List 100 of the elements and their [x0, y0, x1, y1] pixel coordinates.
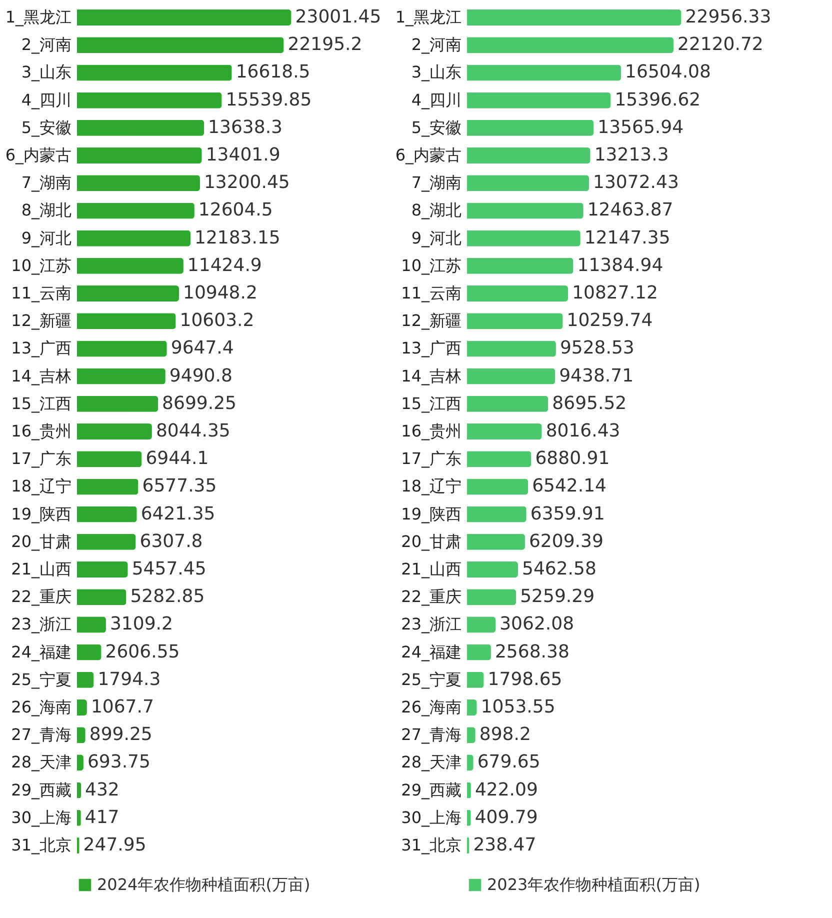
data-label: 15396.62 — [614, 89, 701, 110]
y-tick-label: 8_湖北 — [411, 200, 462, 220]
bar — [77, 37, 284, 54]
data-label: 23001.45 — [295, 6, 382, 28]
bar — [467, 644, 491, 660]
y-tick-label: 14_吉林 — [11, 366, 72, 386]
data-label: 13213.3 — [594, 144, 669, 166]
legend-label: 2024年农作物种植面积(万亩) — [97, 875, 310, 894]
y-tick-label: 31_北京 — [11, 835, 72, 854]
bar — [467, 258, 574, 274]
data-label: 22195.2 — [288, 34, 362, 56]
y-tick-label: 21_山西 — [401, 559, 462, 578]
legend-label: 2023年农作物种植面积(万亩) — [487, 875, 700, 894]
y-tick-label: 27_青海 — [11, 725, 72, 744]
data-label: 5282.85 — [130, 586, 205, 608]
data-label: 11384.94 — [577, 254, 664, 276]
bar — [467, 727, 476, 744]
y-tick-label: 15_江西 — [401, 394, 462, 413]
data-label: 8695.52 — [552, 392, 627, 414]
y-tick-label: 7_湖南 — [21, 173, 72, 192]
y-tick-label: 13_广西 — [401, 338, 462, 358]
y-tick-label: 24_福建 — [11, 642, 72, 662]
data-label: 6421.35 — [140, 503, 216, 524]
y-tick-label: 17_广东 — [11, 449, 72, 468]
y-tick-label: 12_新疆 — [11, 311, 72, 330]
y-tick-label: 20_甘肃 — [11, 532, 72, 551]
bar — [467, 672, 484, 688]
data-label: 6359.91 — [530, 503, 605, 524]
data-label: 693.75 — [87, 752, 150, 773]
bar — [77, 286, 179, 302]
y-tick-label: 29_西藏 — [11, 780, 72, 800]
data-label: 2606.55 — [105, 641, 180, 662]
bar — [77, 727, 86, 744]
bar — [467, 313, 563, 330]
data-label: 5457.45 — [132, 558, 206, 580]
y-tick-label: 11_云南 — [401, 284, 462, 303]
y-tick-label: 1_黑龙江 — [5, 8, 72, 27]
data-label: 1053.55 — [480, 696, 556, 718]
y-tick-label: 29_西藏 — [401, 780, 462, 800]
data-label: 417 — [84, 806, 120, 828]
data-label: 6944.1 — [146, 448, 209, 470]
y-tick-label: 23_浙江 — [401, 614, 462, 634]
bar — [467, 699, 477, 716]
data-label: 9647.4 — [170, 338, 234, 359]
bar — [467, 396, 548, 412]
y-tick-label: 21_山西 — [11, 559, 72, 578]
y-tick-label: 22_重庆 — [11, 587, 72, 606]
data-label: 16504.08 — [625, 62, 711, 83]
data-label: 679.65 — [477, 752, 540, 773]
data-label: 13200.45 — [204, 172, 290, 194]
y-tick-label: 22_重庆 — [401, 587, 462, 606]
data-label: 6307.8 — [140, 530, 203, 552]
y-tick-label: 30_上海 — [401, 808, 462, 827]
y-tick-label: 10_江苏 — [11, 256, 72, 275]
data-label: 409.79 — [474, 806, 538, 828]
bar — [467, 589, 516, 606]
y-tick-label: 2_河南 — [411, 35, 462, 54]
bar — [77, 202, 194, 219]
y-tick-label: 12_新疆 — [401, 311, 462, 330]
data-label: 10259.74 — [566, 310, 653, 332]
bar — [77, 10, 292, 26]
data-label: 8699.25 — [162, 392, 236, 414]
data-label: 6542.14 — [532, 476, 607, 497]
y-tick-label: 16_贵州 — [401, 422, 462, 440]
data-label: 22120.72 — [677, 34, 764, 56]
data-label: 12183.15 — [194, 227, 280, 248]
bar — [467, 478, 528, 495]
bar — [467, 64, 622, 81]
y-tick-label: 10_江苏 — [401, 256, 462, 275]
bar — [77, 589, 126, 606]
y-tick-label: 17_广东 — [401, 449, 462, 468]
y-tick-label: 19_陕西 — [11, 504, 72, 524]
bar — [77, 258, 184, 274]
data-label: 16618.5 — [236, 62, 310, 83]
bar — [77, 313, 176, 330]
data-label: 8044.35 — [156, 420, 230, 442]
bar — [467, 37, 674, 54]
data-label: 1794.3 — [98, 668, 161, 690]
bar — [77, 64, 232, 81]
data-label: 22956.33 — [685, 6, 772, 28]
bar — [77, 148, 202, 164]
y-tick-label: 4_四川 — [21, 90, 72, 110]
bar — [467, 616, 496, 633]
y-tick-label: 5_安徽 — [21, 118, 72, 137]
y-tick-label: 15_江西 — [11, 394, 72, 413]
bar — [467, 92, 611, 108]
bar — [77, 120, 204, 136]
data-label: 6209.39 — [528, 530, 604, 552]
y-tick-label: 28_天津 — [11, 752, 72, 772]
y-tick-label: 26_海南 — [11, 697, 72, 716]
y-tick-label: 26_海南 — [401, 697, 462, 716]
data-label: 12604.5 — [198, 200, 273, 221]
y-tick-label: 27_青海 — [401, 725, 462, 744]
data-label: 9528.53 — [560, 338, 634, 359]
data-label: 9438.71 — [559, 365, 634, 386]
y-tick-label: 3_山东 — [411, 62, 462, 82]
bar — [77, 616, 106, 633]
y-tick-label: 18_辽宁 — [11, 476, 72, 496]
data-label: 899.25 — [89, 724, 152, 746]
y-tick-label: 20_甘肃 — [401, 532, 462, 551]
